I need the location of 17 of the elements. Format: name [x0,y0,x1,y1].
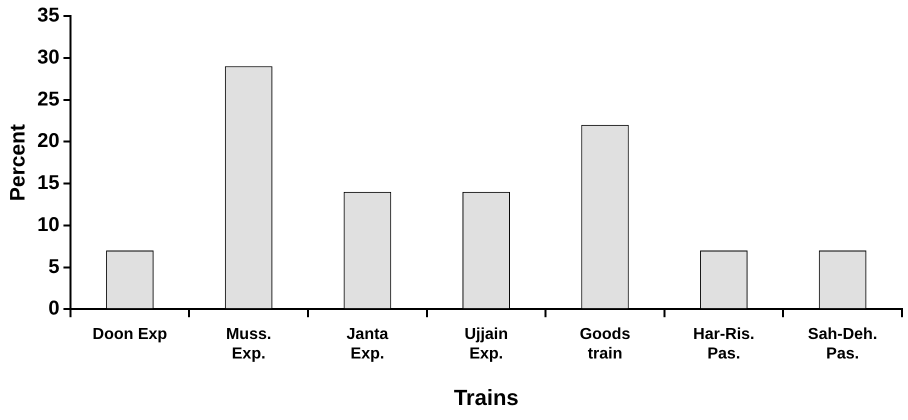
x-tick-label: Doon Exp [92,326,168,344]
y-axis-title: Percent [6,124,30,202]
x-tick-label: Sah-Deh. Pas. [808,326,878,362]
y-tick-label: 20 [37,130,60,152]
x-tick-label: Har-Ris. Pas. [693,326,754,362]
y-tick-label: 35 [37,4,60,27]
y-tick-label: 5 [48,256,60,278]
y-tick-label: 0 [48,298,60,320]
x-tick-label: Ujjain Exp. [464,326,508,362]
y-tick-label: 15 [37,172,60,194]
x-tick-label: Goods train [580,326,630,362]
x-tick-label: Janta Exp. [346,326,388,362]
y-tick-label: 25 [37,88,60,110]
x-axis-title: Trains [454,384,519,410]
y-tick-label: 30 [37,46,60,68]
y-tick-label: 10 [37,214,60,236]
x-tick-label: Muss. Exp. [226,326,272,362]
